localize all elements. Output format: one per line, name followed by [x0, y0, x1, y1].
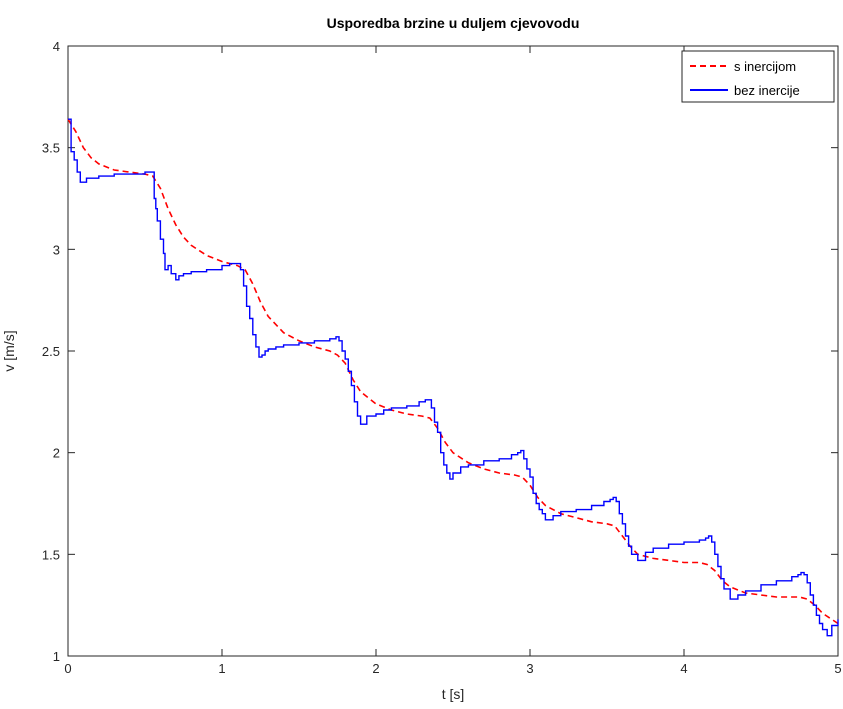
- y-tick-label: 3: [53, 242, 60, 257]
- series-layer: [67, 118, 839, 637]
- legend: s inercijom bez inercije: [681, 50, 835, 103]
- axis-ticks: 0 1 2 3 4 511.522.533.54: [42, 39, 842, 676]
- y-tick-label: 1: [53, 649, 60, 664]
- y-tick-label: 1.5: [42, 547, 60, 562]
- y-tick-label: 2: [53, 446, 60, 461]
- legend-box: [681, 50, 835, 103]
- x-tick-label: 2: [372, 661, 379, 676]
- x-tick-label: 0: [64, 661, 71, 676]
- chart-title: Usporedba brzine u duljem cjevovodu: [327, 15, 580, 31]
- y-tick-label: 3.5: [42, 141, 60, 156]
- legend-label-s-inercijom: s inercijom: [734, 59, 796, 74]
- x-axis-label: t [s]: [442, 686, 465, 702]
- legend-label-bez-inercije: bez inercije: [734, 83, 800, 98]
- axes-box: [67, 45, 839, 657]
- x-tick-label: 1: [218, 661, 225, 676]
- x-tick-label: 4: [680, 661, 687, 676]
- x-tick-label: 5: [834, 661, 841, 676]
- series-line-bez-inercije: [68, 118, 839, 637]
- series-line-s-inercijom: [67, 118, 839, 625]
- plot-area: 0 1 2 3 4 511.522.533.54: [42, 39, 842, 676]
- y-axis-label: v [m/s]: [1, 330, 17, 371]
- x-tick-label: 3: [526, 661, 533, 676]
- y-tick-label: 4: [53, 39, 60, 54]
- y-tick-label: 2.5: [42, 344, 60, 359]
